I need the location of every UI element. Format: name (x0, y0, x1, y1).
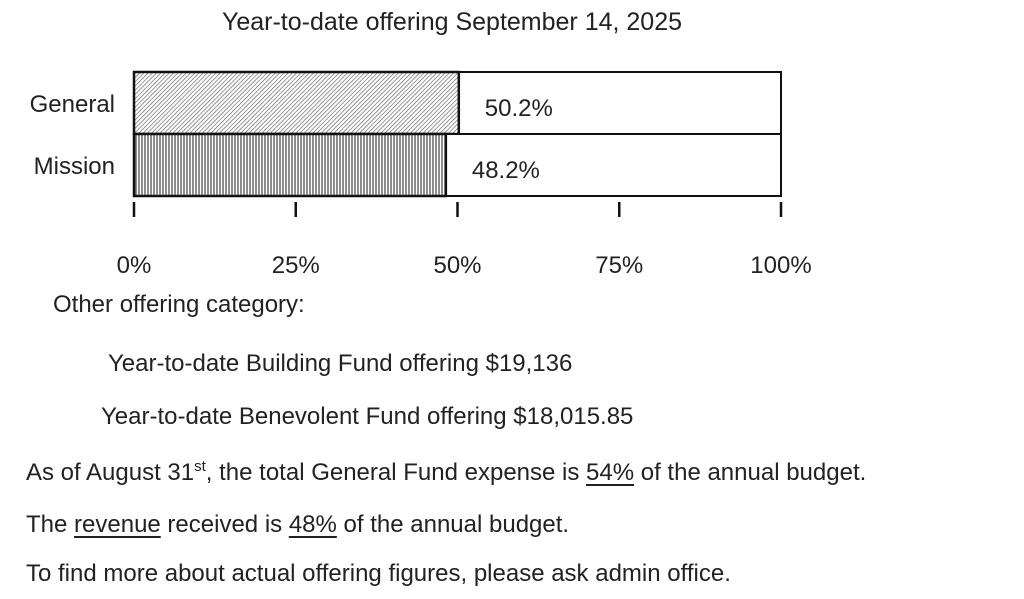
category-label-general: General (30, 91, 115, 118)
building-fund-line: Year-to-date Building Fund offering $19,… (108, 350, 573, 377)
admin-office-line: To find more about actual offering figur… (26, 560, 731, 587)
expense-suffix: of the annual budget. (634, 459, 867, 486)
x-tick-label: 25% (272, 252, 320, 279)
revenue-suffix: of the annual budget. (336, 511, 570, 538)
benevolent-fund-line: Year-to-date Benevolent Fund offering $1… (101, 403, 634, 430)
data-label-mission: 48.2% (472, 157, 540, 184)
other-category-heading: Other offering category: (53, 291, 305, 318)
x-tick-label: 50% (433, 252, 481, 279)
revenue-percent: 48% (288, 511, 337, 538)
x-tick-label: 0% (117, 252, 152, 279)
bar-mission (132, 132, 448, 198)
expense-prefix: As of August 31 (26, 459, 195, 486)
revenue-word: revenue (74, 511, 161, 538)
bar-chart: General 50.2% Mission 48.2% 0% 25% 50% 75% 100%… (30, 70, 812, 279)
chart-title: Year-to-date offering September 14, 2025 (221, 8, 683, 36)
revenue-prefix: The (26, 511, 75, 538)
revenue-middle: received is (160, 511, 289, 538)
x-tick-label: 100% (750, 252, 811, 279)
data-label-general: 50.2% (485, 95, 553, 122)
expense-superscript: st (194, 458, 206, 475)
bar-general (132, 70, 461, 136)
expense-line: As of August 31st, the total General Fun… (26, 459, 866, 487)
expense-middle: , the total General Fund expense is (205, 459, 587, 486)
category-label-mission: Mission (34, 153, 115, 180)
revenue-line: The revenue received is 48% of the annua… (26, 511, 569, 539)
expense-percent: 54% (586, 459, 635, 486)
x-tick-label: 75% (595, 252, 643, 279)
